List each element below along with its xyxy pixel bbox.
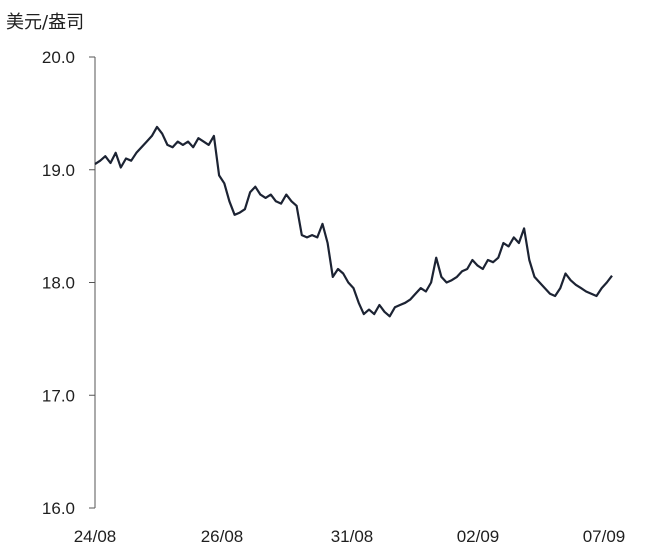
x-tick-label: 31/08	[331, 527, 374, 546]
price-series-line	[94, 125, 613, 318]
series-group	[94, 125, 613, 318]
x-axis-ticks: 24/08 26/08 31/08 02/09 07/09	[74, 527, 626, 546]
y-tick-label: 19.0	[42, 161, 75, 180]
x-tick-label: 07/09	[583, 527, 626, 546]
y-tick-label: 18.0	[42, 274, 75, 293]
y-tick-label: 17.0	[42, 386, 75, 405]
x-tick-label: 02/09	[457, 527, 500, 546]
y-tick-label: 20.0	[42, 48, 75, 67]
x-tick-label: 26/08	[201, 527, 244, 546]
y-axis-unit-label: 美元/盎司	[6, 12, 85, 33]
x-tick-label: 24/08	[74, 527, 117, 546]
y-axis-ticks: 20.0 19.0 18.0 17.0 16.0	[42, 48, 95, 518]
y-tick-label: 16.0	[42, 499, 75, 518]
